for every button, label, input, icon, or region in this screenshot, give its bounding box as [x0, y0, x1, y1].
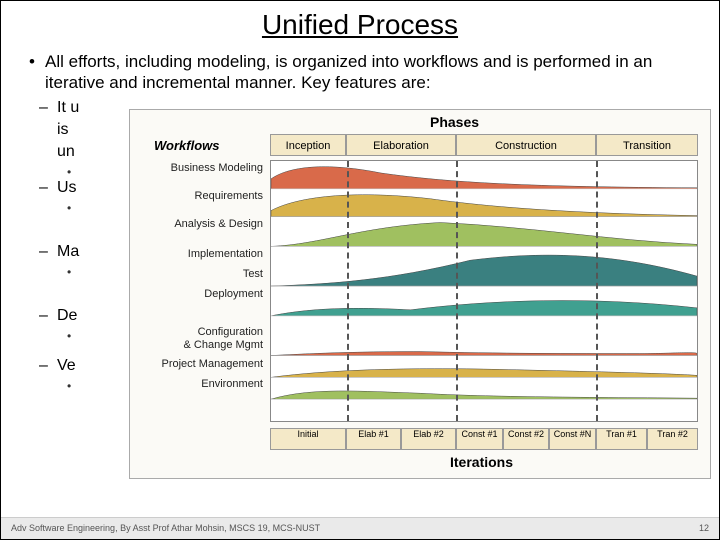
- iteration-cell: Elab #1: [346, 428, 401, 450]
- sub-item-3-text: Ma: [57, 243, 79, 260]
- humps-chart: [271, 161, 697, 421]
- bullet-dot-icon: •: [67, 379, 71, 394]
- phase-divider: [596, 161, 598, 421]
- phase-header: Transition: [596, 134, 698, 156]
- phase-header: Construction: [456, 134, 596, 156]
- sub-item-1-text: It u: [57, 99, 79, 116]
- phase-divider: [456, 161, 458, 421]
- iteration-cell: Const #2: [503, 428, 549, 450]
- footer-left: Adv Software Engineering, By Asst Prof A…: [11, 523, 320, 534]
- iteration-cell: Tran #1: [596, 428, 647, 450]
- phase-header: Inception: [270, 134, 346, 156]
- iteration-cell: Const #1: [456, 428, 503, 450]
- workflow-label: Implementation: [148, 248, 263, 260]
- phase-header: Elaboration: [346, 134, 456, 156]
- workflow-label: Requirements: [148, 190, 263, 202]
- workflow-label: & Change Mgmt: [148, 339, 263, 351]
- sub-item-1-line3-text: un: [57, 143, 75, 160]
- workflow-label: Deployment: [148, 288, 263, 300]
- sub-item-5-text: Ve: [57, 357, 76, 374]
- sub-item-2-text: Us: [57, 179, 77, 196]
- bullet-dot-icon: •: [67, 265, 71, 280]
- bullet-dot-icon: •: [67, 201, 71, 216]
- footer-right: 12: [699, 523, 709, 534]
- iteration-cell: Const #N: [549, 428, 596, 450]
- chart-area: [270, 160, 698, 422]
- workflows-title: Workflows: [154, 138, 220, 153]
- sub-item-4-text: De: [57, 307, 77, 324]
- intro-bullet: All efforts, including modeling, is orga…: [45, 51, 691, 94]
- footer: Adv Software Engineering, By Asst Prof A…: [1, 517, 719, 539]
- rup-diagram: Phases Workflows InceptionElaborationCon…: [129, 109, 711, 479]
- phase-divider: [347, 161, 349, 421]
- workflow-label: Project Management: [148, 358, 263, 370]
- diagram-inner: Phases Workflows InceptionElaborationCon…: [130, 110, 710, 478]
- workflow-label: Analysis & Design: [148, 218, 263, 230]
- iteration-cell: Elab #2: [401, 428, 456, 450]
- phases-title: Phases: [430, 114, 479, 130]
- workflow-label: Test: [148, 268, 263, 280]
- bullet-dot-icon: •: [67, 329, 71, 344]
- workflow-label: Business Modeling: [148, 162, 263, 174]
- workflow-label: Configuration: [148, 326, 263, 338]
- iteration-cell: Tran #2: [647, 428, 698, 450]
- iterations-title: Iterations: [450, 454, 513, 470]
- iteration-cell: Initial: [270, 428, 346, 450]
- page-title: Unified Process: [1, 1, 719, 41]
- workflow-label: Environment: [148, 378, 263, 390]
